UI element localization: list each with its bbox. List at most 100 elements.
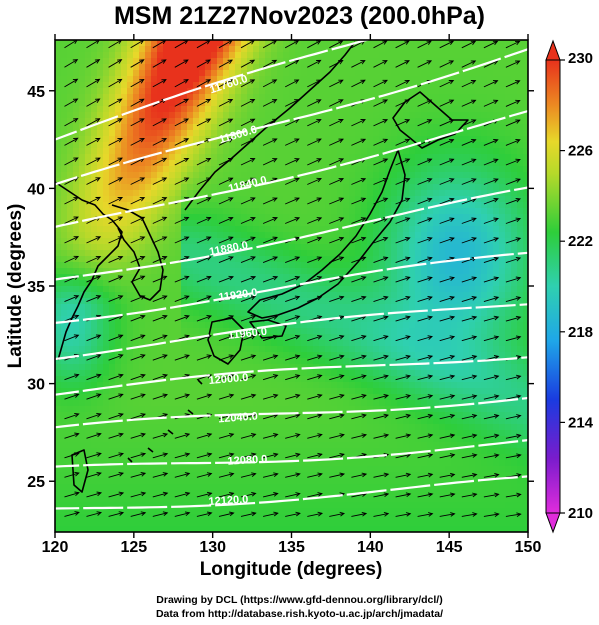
wind-arrow <box>505 296 521 303</box>
wind-arrow <box>483 158 498 166</box>
wind-arrow-head <box>140 491 147 497</box>
wind-arrow <box>196 236 211 244</box>
wind-arrow <box>130 354 145 361</box>
wind-arrow-head <box>206 472 213 477</box>
wind-arrow <box>461 99 476 107</box>
wind-arrow <box>86 78 100 88</box>
wind-arrow <box>395 493 411 498</box>
wind-arrow-head <box>361 295 367 301</box>
wind-arrow-head <box>448 60 455 65</box>
wind-arrow <box>108 275 123 283</box>
wind-arrow <box>130 275 145 283</box>
wind-arrow-head <box>471 138 477 144</box>
wind-arrow-head <box>162 314 168 320</box>
wind-arrow-head <box>272 354 279 360</box>
wind-arrow <box>130 394 146 400</box>
wind-arrow <box>439 60 454 68</box>
wind-arrow-head <box>117 177 124 182</box>
wind-arrow-head <box>184 256 190 261</box>
wind-arrow-head <box>95 255 102 261</box>
wind-arrow <box>395 355 411 361</box>
wind-arrow <box>108 256 123 264</box>
wind-arrow-head <box>382 99 389 104</box>
wind-arrow-head <box>206 216 212 222</box>
wind-arrow <box>395 119 410 127</box>
wind-arrow-head <box>360 79 366 85</box>
coast-hokkaido <box>392 91 469 149</box>
wind-arrow-head <box>294 177 300 183</box>
wind-arrow <box>64 40 78 49</box>
wind-arrow <box>152 275 167 283</box>
wind-arrow-head <box>471 355 478 360</box>
wind-arrow <box>86 433 101 439</box>
wind-arrow <box>108 492 124 498</box>
wind-arrow-head <box>405 374 411 380</box>
wind-arrow <box>395 473 411 478</box>
figure-title: MSM 21Z27Nov2023 (200.0hPa) <box>113 2 485 30</box>
wind-arrow-head <box>117 118 123 123</box>
wind-arrow-head <box>427 453 434 458</box>
credits: Drawing by DCL (https://www.gfd-dennou.o… <box>0 593 599 621</box>
wind-arrow <box>86 512 102 517</box>
wind-arrow <box>108 512 124 517</box>
wind-arrow-head <box>427 335 433 340</box>
wind-arrow-head <box>295 393 301 399</box>
wind-arrow-head <box>184 472 191 477</box>
wind-arrow <box>218 394 234 400</box>
coast-taiwan <box>71 449 89 493</box>
wind-arrow-head <box>184 491 191 497</box>
wind-arrow-head <box>74 452 80 457</box>
wind-arrow <box>461 316 477 322</box>
wind-arrow <box>461 414 477 420</box>
wind-arrow-head <box>162 491 169 497</box>
wind-arrow-head <box>228 334 235 340</box>
wind-arrow <box>505 316 521 322</box>
wind-arrow <box>86 98 100 107</box>
wind-arrow <box>174 40 189 49</box>
wind-arrow-head <box>96 373 102 379</box>
wind-arrow <box>505 80 520 88</box>
wind-arrow <box>483 80 498 88</box>
wind-arrow <box>395 178 410 185</box>
wind-arrow <box>240 374 256 381</box>
wind-arrow-head <box>96 471 102 477</box>
wind-arrow-head <box>207 511 213 517</box>
y-tick-label: 45 <box>27 84 45 101</box>
wind-arrow <box>307 493 322 498</box>
wind-arrow-head <box>316 79 322 84</box>
wind-arrow <box>285 355 300 361</box>
wind-arrow <box>461 40 476 49</box>
wind-arrow <box>64 334 79 342</box>
wind-arrow <box>64 374 79 381</box>
wind-arrow-head <box>339 413 345 419</box>
wind-arrow-head <box>471 433 478 439</box>
wind-arrow-head <box>339 354 345 360</box>
wind-arrow-head <box>94 59 101 64</box>
wind-arrow-head <box>339 295 345 301</box>
wind-arrow-head <box>140 295 146 300</box>
wind-arrow <box>218 177 233 185</box>
colorbar-min-arrow <box>545 512 561 534</box>
wind-arrow-head <box>95 275 102 280</box>
wind-arrow <box>285 453 300 459</box>
wind-arrow <box>373 335 388 342</box>
wind-arrow-head <box>184 295 190 300</box>
wind-arrow <box>130 138 145 146</box>
wind-arrow <box>240 433 256 439</box>
wind-arrow-head <box>405 512 412 517</box>
wind-arrow-head <box>470 80 477 85</box>
wind-arrow-head <box>427 394 434 399</box>
wind-arrow-head <box>515 315 522 321</box>
wind-arrow <box>439 434 455 439</box>
wind-arrow <box>240 355 256 361</box>
wind-arrow <box>218 158 233 166</box>
wind-arrow-head <box>295 511 301 517</box>
wind-arrow <box>417 60 432 68</box>
wind-arrow-head <box>316 276 323 281</box>
wind-arrow-head <box>471 237 477 242</box>
wind-arrow <box>240 453 256 459</box>
wind-arrow-head <box>250 374 257 379</box>
height-contour <box>55 303 528 361</box>
wind-arrow-head <box>95 137 101 143</box>
wind-arrow <box>196 394 212 400</box>
